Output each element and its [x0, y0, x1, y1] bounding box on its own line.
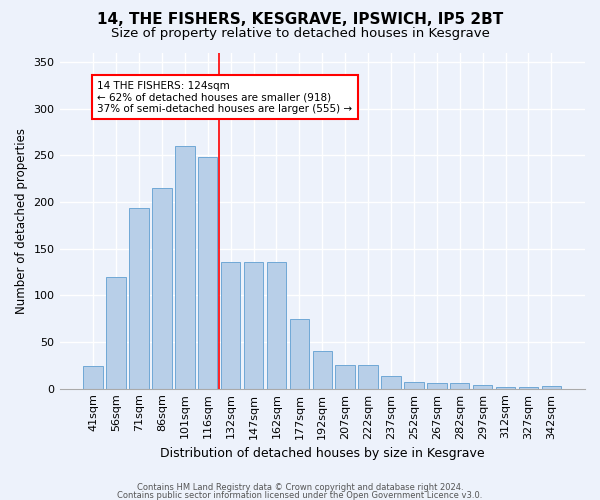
X-axis label: Distribution of detached houses by size in Kesgrave: Distribution of detached houses by size … [160, 447, 485, 460]
Bar [106, 276, 126, 388]
Bar [473, 385, 493, 388]
Text: Contains HM Land Registry data © Crown copyright and database right 2024.: Contains HM Land Registry data © Crown c… [137, 484, 463, 492]
Bar [83, 366, 103, 388]
Bar [313, 352, 332, 389]
Text: 14, THE FISHERS, KESGRAVE, IPSWICH, IP5 2BT: 14, THE FISHERS, KESGRAVE, IPSWICH, IP5 … [97, 12, 503, 28]
Bar [267, 262, 286, 388]
Bar [175, 146, 194, 388]
Bar [152, 188, 172, 388]
Bar [450, 383, 469, 388]
Text: 14 THE FISHERS: 124sqm
← 62% of detached houses are smaller (918)
37% of semi-de: 14 THE FISHERS: 124sqm ← 62% of detached… [97, 80, 352, 114]
Text: Contains public sector information licensed under the Open Government Licence v3: Contains public sector information licen… [118, 491, 482, 500]
Bar [496, 387, 515, 388]
Bar [358, 366, 378, 388]
Bar [542, 386, 561, 388]
Bar [404, 382, 424, 388]
Bar [129, 208, 149, 388]
Bar [381, 376, 401, 388]
Bar [221, 262, 241, 388]
Bar [427, 383, 446, 388]
Bar [335, 366, 355, 388]
Bar [290, 318, 309, 388]
Text: Size of property relative to detached houses in Kesgrave: Size of property relative to detached ho… [110, 28, 490, 40]
Y-axis label: Number of detached properties: Number of detached properties [15, 128, 28, 314]
Bar [198, 157, 217, 388]
Bar [244, 262, 263, 388]
Bar [519, 387, 538, 388]
